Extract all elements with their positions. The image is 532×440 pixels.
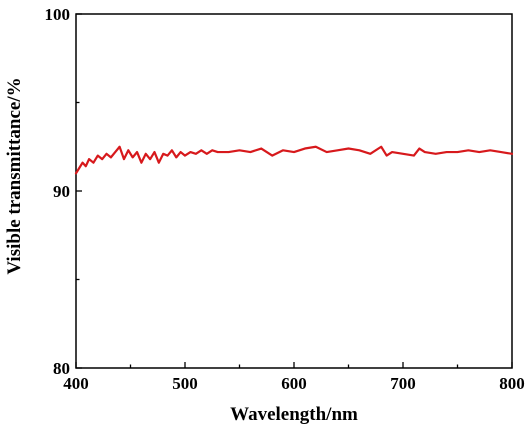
- series-group: [74, 145, 514, 175]
- x-tick-label: 700: [390, 374, 416, 393]
- x-tick-label: 400: [63, 374, 89, 393]
- y-tick-label: 80: [53, 359, 70, 378]
- y-axis-title: Visible transmittance/%: [4, 77, 25, 274]
- y-tick-label: 100: [45, 5, 71, 24]
- x-tick-label: 500: [172, 374, 198, 393]
- x-tick-label: 800: [499, 374, 525, 393]
- tick-labels: 400 500 600 700 800 80 90 100: [45, 5, 525, 393]
- x-axis-title: Wavelength/nm: [230, 404, 358, 425]
- plot-frame: [75, 13, 513, 369]
- x-tick-label: 600: [281, 374, 307, 393]
- transmittance-line: [74, 145, 514, 175]
- y-tick-label: 90: [53, 182, 70, 201]
- tick-marks: [75, 13, 513, 369]
